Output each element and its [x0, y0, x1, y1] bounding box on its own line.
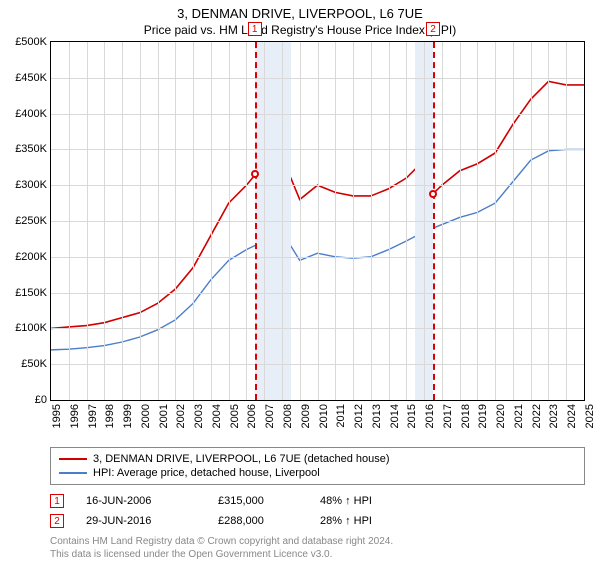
legend: 3, DENMAN DRIVE, LIVERPOOL, L6 7UE (deta…	[50, 447, 585, 485]
legend-label: 3, DENMAN DRIVE, LIVERPOOL, L6 7UE (deta…	[93, 453, 390, 465]
event-price: £315,000	[218, 495, 298, 507]
x-axis-label: 2011	[335, 404, 347, 428]
event-line	[255, 42, 257, 400]
x-axis-label: 2009	[300, 404, 312, 428]
x-axis-label: 2007	[264, 404, 276, 428]
x-axis-label: 2002	[175, 404, 187, 428]
legend-swatch	[59, 458, 87, 460]
legend-row: HPI: Average price, detached house, Live…	[59, 466, 576, 480]
event-row: 1 16-JUN-2006 £315,000 48% ↑ HPI	[50, 491, 585, 511]
y-axis-label: £0	[35, 394, 47, 406]
x-axis-label: 2006	[246, 404, 258, 428]
y-axis-label: £500K	[15, 36, 47, 48]
chart-area: £0£50K£100K£150K£200K£250K£300K£350K£400…	[50, 41, 585, 401]
x-axis-label: 2020	[495, 404, 507, 428]
plot-box: £0£50K£100K£150K£200K£250K£300K£350K£400…	[50, 41, 585, 401]
attribution-line: Contains HM Land Registry data © Crown c…	[50, 535, 585, 548]
legend-swatch	[59, 472, 87, 474]
y-axis-label: £400K	[15, 108, 47, 120]
x-axis-label: 2001	[158, 404, 170, 428]
event-dot	[251, 170, 259, 178]
x-axis-label: 2008	[282, 404, 294, 428]
y-axis-label: £300K	[15, 179, 47, 191]
x-axis-label: 2017	[442, 404, 454, 428]
x-axis-label: 2018	[460, 404, 472, 428]
x-axis-label: 1999	[122, 404, 134, 428]
x-axis-label: 2013	[371, 404, 383, 428]
y-axis-label: £350K	[15, 143, 47, 155]
x-axis-label: 2015	[406, 404, 418, 428]
event-marker: 2	[426, 22, 440, 36]
event-number-box: 1	[50, 494, 64, 508]
x-axis-label: 2014	[389, 404, 401, 428]
y-axis-label: £450K	[15, 72, 47, 84]
attribution: Contains HM Land Registry data © Crown c…	[50, 535, 585, 561]
event-price: £288,000	[218, 515, 298, 527]
chart-subtitle: Price paid vs. HM Land Registry's House …	[0, 21, 600, 41]
event-date: 29-JUN-2016	[86, 515, 196, 527]
legend-label: HPI: Average price, detached house, Live…	[93, 467, 320, 479]
x-axis-label: 2016	[424, 404, 436, 428]
x-axis-label: 2022	[531, 404, 543, 428]
event-date: 16-JUN-2006	[86, 495, 196, 507]
x-axis-label: 1995	[51, 404, 63, 428]
event-pct: 48% ↑ HPI	[320, 495, 410, 507]
legend-row: 3, DENMAN DRIVE, LIVERPOOL, L6 7UE (deta…	[59, 452, 576, 466]
event-line	[433, 42, 435, 400]
y-axis-label: £200K	[15, 251, 47, 263]
x-axis-label: 1996	[69, 404, 81, 428]
x-axis-label: 2010	[318, 404, 330, 428]
x-axis-label: 2004	[211, 404, 223, 428]
x-axis-label: 2023	[548, 404, 560, 428]
x-axis-label: 2024	[566, 404, 578, 428]
event-number-box: 2	[50, 514, 64, 528]
x-axis-label: 2025	[584, 404, 596, 428]
event-pct: 28% ↑ HPI	[320, 515, 410, 527]
chart-title: 3, DENMAN DRIVE, LIVERPOOL, L6 7UE	[0, 0, 600, 21]
x-axis-label: 1998	[104, 404, 116, 428]
y-axis-label: £50K	[21, 358, 47, 370]
event-row: 2 29-JUN-2016 £288,000 28% ↑ HPI	[50, 511, 585, 531]
attribution-line: This data is licensed under the Open Gov…	[50, 548, 585, 561]
y-axis-label: £100K	[15, 322, 47, 334]
y-axis-label: £250K	[15, 215, 47, 227]
x-axis-label: 1997	[87, 404, 99, 428]
x-axis-label: 2003	[193, 404, 205, 428]
x-axis-label: 2000	[140, 404, 152, 428]
events-table: 1 16-JUN-2006 £315,000 48% ↑ HPI 2 29-JUN-201…	[50, 491, 585, 531]
x-axis-label: 2019	[477, 404, 489, 428]
y-axis-label: £150K	[15, 287, 47, 299]
x-axis-label: 2021	[513, 404, 525, 428]
x-axis-label: 2012	[353, 404, 365, 428]
event-marker: 1	[248, 22, 262, 36]
event-dot	[429, 190, 437, 198]
x-axis-label: 2005	[229, 404, 241, 428]
